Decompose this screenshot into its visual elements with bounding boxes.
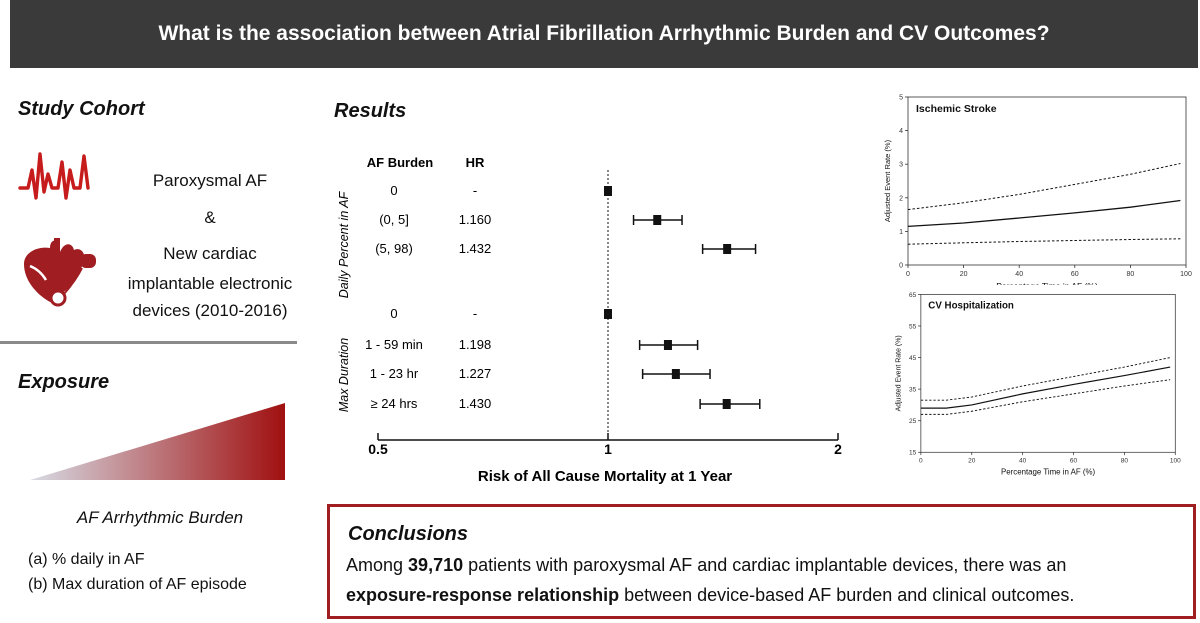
row-burden-label: 0 — [390, 306, 397, 321]
conclusions-patient-count: 39,710 — [408, 555, 464, 575]
hr-point — [653, 215, 662, 225]
group-label: Max Duration — [337, 338, 351, 412]
exposure-heading: Exposure — [18, 371, 110, 393]
y-axis-label: Adjusted Event Rate (%) — [895, 335, 902, 411]
cohort-ampersand: & — [204, 208, 216, 227]
y-tick-label: 3 — [899, 162, 903, 169]
column-header-hr: HR — [466, 155, 485, 170]
conclusions-l1-post: patients with paroxysmal AF and cardiac … — [463, 555, 1067, 575]
plot-frame — [920, 294, 1176, 453]
conclusions-heading: Conclusions — [348, 523, 469, 545]
study-cohort-heading: Study Cohort — [18, 98, 145, 120]
cohort-line-5: devices (2010-2016) — [132, 301, 288, 320]
cohort-line-4: implantable electronic — [127, 274, 293, 293]
conclusions-l2-post: between device-based AF burden and clini… — [619, 585, 1075, 605]
forest-plot: AF Burden HR 0.5 1 2 Risk of All Cause Mortal… — [337, 155, 842, 485]
confidence-band-line — [907, 238, 1181, 245]
row-burden-label: ≥ 24 hrs — [371, 396, 418, 411]
y-tick-label: 15 — [909, 450, 917, 457]
x-tick-label: 100 — [1170, 458, 1181, 465]
row-burden-label: 1 - 23 hr — [370, 366, 419, 381]
hr-point — [722, 399, 731, 409]
banner-title: What is the association between Atrial F… — [158, 22, 1050, 45]
hr-point — [671, 369, 680, 379]
section-divider — [0, 341, 297, 344]
row-hr-label: 1.198 — [459, 337, 492, 352]
row-hr-label: - — [473, 183, 477, 198]
hr-point — [663, 340, 672, 350]
x-tick-label: 80 — [1127, 271, 1135, 278]
y-tick-label: 45 — [909, 355, 917, 362]
row-burden-label: (5, 98) — [375, 241, 413, 256]
y-tick-label: 1 — [899, 229, 903, 236]
confidence-band-line — [920, 357, 1171, 401]
hr-point — [604, 186, 612, 196]
hr-point — [723, 244, 732, 254]
x-tick-label: 0 — [906, 271, 910, 278]
chart-title: Ischemic Stroke — [916, 103, 997, 115]
cv-hospitalization-chart: 15 25 35 45 55 65 0 20 40 60 80 100 Percentage Time … — [895, 292, 1181, 477]
x-tick-label: 1 — [604, 441, 612, 457]
x-tick-label: 40 — [1019, 458, 1027, 465]
row-burden-label: 0 — [390, 183, 397, 198]
row-burden-label: 1 - 59 min — [365, 337, 423, 352]
cohort-line-1: Paroxysmal AF — [152, 171, 268, 190]
hr-point — [604, 309, 612, 319]
y-tick-label: 4 — [899, 128, 903, 135]
x-tick-label: 20 — [968, 458, 976, 465]
x-tick-label: 60 — [1071, 271, 1079, 278]
plot-frame — [907, 96, 1187, 266]
confidence-band-line — [907, 163, 1181, 211]
heart-rhythm-icon — [18, 152, 90, 200]
conclusions-line-1: Among 39,710 patients with paroxysmal AF… — [346, 555, 1066, 576]
conclusions-box: Conclusions Among 39,710 patients with p… — [327, 504, 1196, 619]
exposure-item-a: (a) % daily in AF — [28, 551, 145, 568]
confidence-band-line — [920, 379, 1171, 415]
column-header-af-burden: AF Burden — [367, 155, 434, 170]
x-axis-label: Percentage Time in AF (%) — [1001, 468, 1095, 477]
y-tick-label: 35 — [909, 386, 917, 393]
x-tick-label: 100 — [1180, 271, 1192, 278]
y-tick-label: 25 — [909, 418, 917, 425]
x-axis-label: Risk of All Cause Mortality at 1 Year — [478, 468, 732, 485]
y-tick-label: 2 — [899, 195, 903, 202]
x-tick-label: 0.5 — [368, 441, 388, 457]
row-hr-label: - — [473, 306, 477, 321]
row-hr-label: 1.160 — [459, 212, 492, 227]
results-heading: Results — [334, 100, 407, 122]
exposure-item-b: (b) Max duration of AF episode — [28, 576, 247, 593]
burden-gradient-wedge — [30, 403, 285, 480]
chart-title: CV Hospitalization — [928, 300, 1014, 311]
burden-label: AF Arrhythmic Burden — [76, 508, 244, 527]
group-label: Daily Percent in AF — [337, 190, 351, 298]
y-axis-label: Adjusted Event Rate (%) — [883, 139, 892, 222]
row-hr-label: 1.227 — [459, 366, 492, 381]
row-hr-label: 1.432 — [459, 241, 492, 256]
row-hr-label: 1.430 — [459, 396, 492, 411]
row-burden-label: (0, 5] — [379, 212, 409, 227]
title-banner: What is the association between Atrial F… — [10, 0, 1198, 68]
x-tick-label: 80 — [1121, 458, 1129, 465]
x-axis-label: Percentage Time in AF (%) — [996, 281, 1098, 285]
x-tick-label: 2 — [834, 441, 842, 457]
x-tick-label: 20 — [960, 271, 968, 278]
estimate-line — [907, 199, 1181, 228]
y-tick-label: 65 — [909, 292, 917, 299]
x-tick-label: 60 — [1070, 458, 1078, 465]
heart-device-icon — [24, 238, 96, 307]
y-tick-label: 0 — [899, 263, 903, 270]
conclusions-line-2: exposure-response relationship between d… — [346, 585, 1074, 606]
conclusions-emphasis: exposure-response relationship — [346, 585, 620, 605]
y-tick-label: 55 — [909, 323, 917, 330]
x-tick-label: 0 — [919, 458, 923, 465]
conclusions-l1-pre: Among — [346, 555, 409, 575]
y-tick-label: 5 — [899, 95, 903, 102]
ischemic-stroke-chart: 0 1 2 3 4 5 0 20 40 60 80 100 Percentage Time in AF … — [883, 95, 1192, 286]
x-tick-label: 40 — [1015, 271, 1023, 278]
cohort-line-3: New cardiac — [163, 244, 257, 263]
estimate-line — [920, 366, 1171, 409]
